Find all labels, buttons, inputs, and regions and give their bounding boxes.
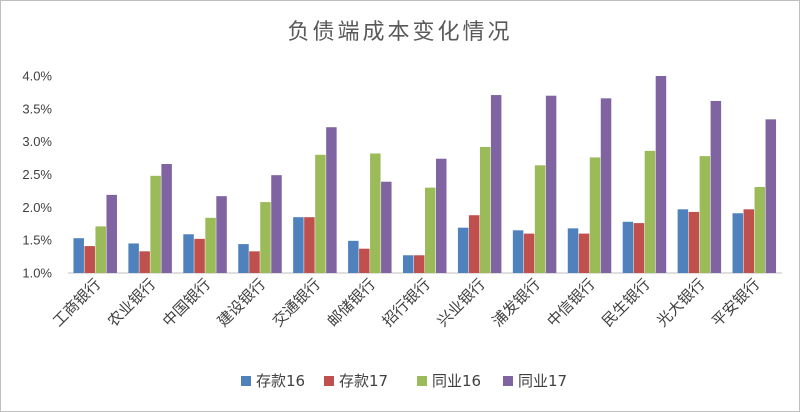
bar <box>216 196 227 273</box>
legend-label: 同业17 <box>518 372 567 390</box>
legend-swatch <box>324 376 334 386</box>
bar <box>578 233 590 273</box>
legend-label: 同业16 <box>432 372 481 390</box>
bar <box>381 181 392 273</box>
legend-label: 存款16 <box>256 372 305 390</box>
y-tick-label: 2.0% <box>22 200 52 215</box>
x-category-label: 招行银行 <box>379 275 434 330</box>
bar <box>348 240 359 273</box>
bar <box>622 221 634 273</box>
bar <box>403 255 414 273</box>
bar <box>183 234 194 273</box>
legend-swatch <box>503 376 513 386</box>
legend-swatch <box>417 376 427 386</box>
bar <box>271 175 282 273</box>
bar <box>567 228 579 273</box>
y-tick-label: 2.5% <box>22 167 52 182</box>
bar <box>139 251 150 273</box>
bar <box>150 175 161 273</box>
y-tick-label: 1.5% <box>22 233 52 248</box>
bar <box>194 238 205 273</box>
x-category-label: 光大银行 <box>653 275 708 330</box>
y-tick-label: 1.0% <box>22 266 52 281</box>
chart-title: 负债端成本变化情况 <box>287 20 513 45</box>
x-category-label: 中国银行 <box>159 275 214 330</box>
bar <box>326 127 337 273</box>
x-category-label: 交通银行 <box>269 275 324 330</box>
bar <box>205 217 216 273</box>
bar <box>732 213 744 273</box>
x-category-label: 平安银行 <box>708 275 763 330</box>
bar <box>479 146 491 273</box>
bar <box>468 215 480 273</box>
legend-swatch <box>241 376 251 386</box>
bar <box>699 156 711 273</box>
legend-label: 存款17 <box>339 372 388 390</box>
bar <box>128 243 139 273</box>
bar <box>161 163 172 273</box>
x-category-label: 浦发银行 <box>489 275 544 330</box>
x-category-label: 邮储银行 <box>324 275 379 330</box>
x-category-label: 建设银行 <box>214 275 269 330</box>
bar <box>370 153 381 273</box>
bar <box>600 98 612 274</box>
bar <box>84 246 95 273</box>
bar <box>512 230 524 273</box>
bar <box>304 217 315 273</box>
bar <box>359 248 370 273</box>
bar <box>523 233 535 273</box>
x-category-label: 民生银行 <box>598 275 653 330</box>
bar <box>315 154 326 273</box>
bar <box>655 76 667 273</box>
bar <box>490 95 502 273</box>
bar <box>238 244 249 273</box>
bar <box>249 251 260 273</box>
bar <box>765 119 777 273</box>
bar <box>754 186 766 273</box>
bar <box>743 209 755 273</box>
bar <box>589 157 601 273</box>
bar <box>436 158 447 273</box>
bar <box>260 202 271 273</box>
bar <box>414 255 425 273</box>
x-category-label: 兴业银行 <box>434 275 489 330</box>
bar <box>293 217 304 273</box>
x-category-label: 中信银行 <box>543 275 598 330</box>
bar <box>688 211 700 273</box>
bar <box>106 194 117 273</box>
bar <box>457 227 469 273</box>
bar <box>425 187 436 273</box>
bar <box>677 209 689 273</box>
bar <box>710 100 722 273</box>
bar <box>545 95 557 273</box>
y-tick-label: 4.0% <box>22 69 52 84</box>
bar <box>73 238 84 273</box>
bar <box>644 150 656 273</box>
x-category-label: 农业银行 <box>104 275 159 330</box>
y-tick-label: 3.5% <box>22 101 52 116</box>
y-tick-label: 3.0% <box>22 134 52 149</box>
x-category-label: 工商银行 <box>49 275 104 330</box>
bar <box>534 165 546 273</box>
bar <box>633 223 645 273</box>
bar <box>95 226 106 273</box>
